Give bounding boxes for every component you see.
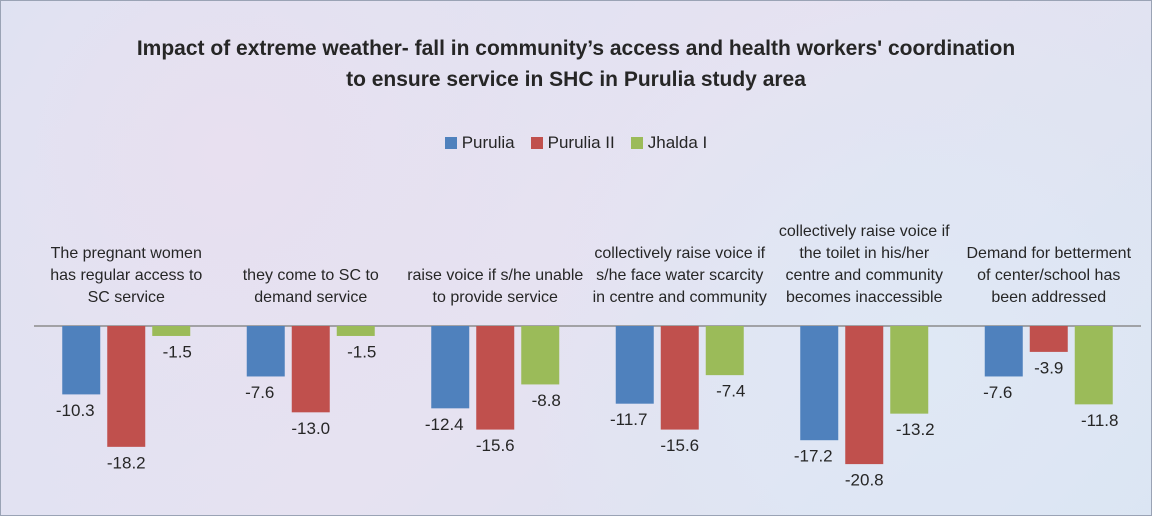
bar <box>431 326 470 409</box>
data-label: -7.4 <box>716 382 745 401</box>
legend-swatch <box>444 137 457 149</box>
bar <box>800 326 839 441</box>
bar <box>476 326 515 430</box>
bar <box>152 326 191 336</box>
bar <box>984 326 1023 377</box>
bar <box>615 326 654 404</box>
data-label: -11.7 <box>610 410 648 429</box>
data-label: -13.0 <box>291 419 330 438</box>
data-label: -3.9 <box>1034 358 1063 377</box>
bar <box>660 326 699 430</box>
category-label: The pregnant women has regular access to… <box>50 245 203 306</box>
bar <box>246 326 285 377</box>
data-label: -20.8 <box>845 471 884 490</box>
legend-label: Jhalda I <box>647 133 708 152</box>
legend-label: Purulia <box>461 133 515 152</box>
legend-swatch <box>530 137 543 149</box>
legend-label: Purulia II <box>547 133 615 152</box>
bar <box>1074 326 1113 405</box>
data-label: -15.6 <box>476 436 515 455</box>
data-label: -7.6 <box>983 383 1012 402</box>
category-label: they come to SC to demand service <box>242 267 379 306</box>
data-label: -1.5 <box>163 342 192 361</box>
bar <box>845 326 884 465</box>
bar <box>890 326 929 414</box>
data-label: -17.2 <box>794 447 833 466</box>
bar <box>521 326 560 385</box>
bar <box>705 326 744 376</box>
category-label: collectively raise voice if the toilet i… <box>778 223 950 306</box>
legend: Purulia Purulia II Jhalda I <box>1 133 1151 153</box>
legend-item: Purulia II <box>530 133 615 153</box>
category-label: raise voice if s/he unable to provide se… <box>407 267 584 306</box>
legend-item: Purulia <box>444 133 515 153</box>
data-label: -12.4 <box>425 415 464 434</box>
data-label: -8.8 <box>532 391 561 410</box>
data-label: -18.2 <box>107 453 146 472</box>
bar <box>107 326 146 447</box>
legend-item: Jhalda I <box>630 133 708 153</box>
data-label: -13.2 <box>896 420 935 439</box>
bar <box>62 326 101 395</box>
category-label: Demand for betterment of center/school h… <box>966 245 1132 306</box>
data-label: -15.6 <box>660 436 699 455</box>
bar <box>336 326 375 336</box>
data-label: -10.3 <box>56 401 95 420</box>
category-label: collectively raise voice if s/he face wa… <box>592 245 767 306</box>
legend-swatch <box>630 137 643 149</box>
bar <box>291 326 330 413</box>
data-label: -11.8 <box>1081 411 1119 430</box>
data-label: -1.5 <box>347 342 376 361</box>
data-label: -7.6 <box>245 383 274 402</box>
chart-title: Impact of extreme weather- fall in commu… <box>136 37 1016 91</box>
bar <box>1029 326 1068 352</box>
